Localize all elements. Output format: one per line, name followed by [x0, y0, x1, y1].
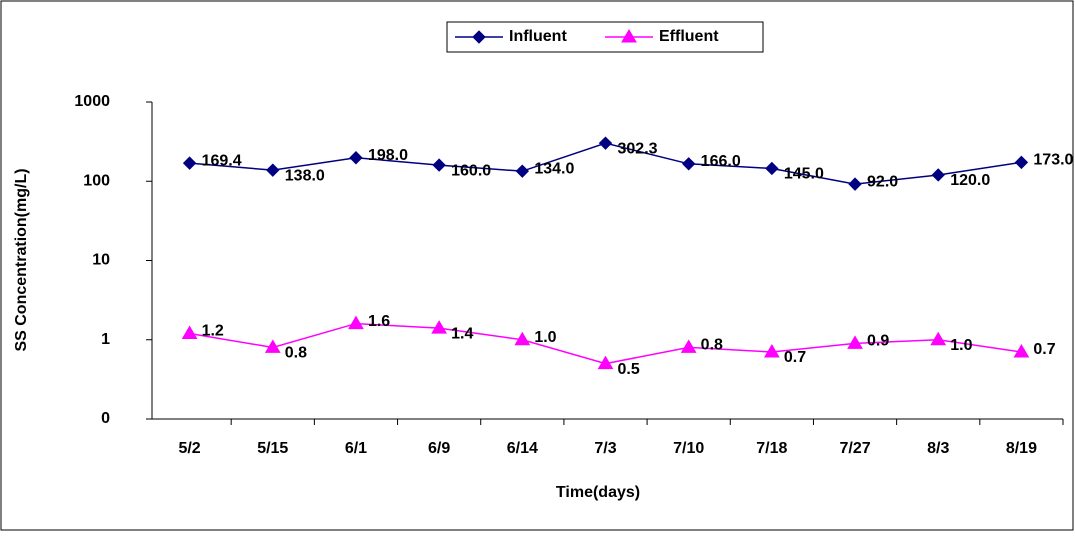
x-tick-label: 7/27 — [839, 440, 870, 457]
marker — [931, 168, 945, 182]
y-tick-label: 10 — [92, 252, 110, 269]
marker — [597, 355, 614, 370]
marker — [680, 339, 697, 353]
data-label: 1.6 — [368, 313, 390, 330]
marker — [348, 315, 364, 330]
marker — [681, 157, 696, 171]
data-label: 0.7 — [784, 349, 806, 366]
marker — [763, 344, 780, 358]
data-label: 198.0 — [368, 147, 408, 164]
legend-label: Effluent — [659, 28, 719, 45]
x-axis-title: Time(days) — [556, 484, 640, 501]
x-tick-label: 7/10 — [673, 440, 704, 457]
x-tick-label: 7/18 — [756, 440, 787, 457]
marker — [1014, 155, 1029, 170]
y-tick-label: 1 — [101, 331, 110, 348]
data-label: 173.0 — [1033, 152, 1073, 169]
x-tick-label: 6/9 — [428, 440, 450, 457]
data-label: 0.5 — [618, 361, 640, 378]
x-tick-label: 8/3 — [927, 440, 949, 457]
data-label: 160.0 — [451, 162, 491, 179]
marker — [514, 331, 531, 346]
marker — [181, 325, 198, 339]
marker — [431, 320, 448, 334]
x-tick-label: 5/15 — [257, 440, 288, 457]
y-tick-label: 100 — [83, 172, 110, 189]
marker — [472, 30, 486, 44]
data-label: 134.0 — [534, 160, 574, 177]
data-label: 0.9 — [867, 333, 889, 350]
marker — [848, 177, 862, 191]
data-label: 0.7 — [1033, 341, 1055, 358]
y-tick-label: 0 — [101, 410, 110, 427]
y-tick-label: 1000 — [74, 93, 110, 110]
marker — [621, 29, 637, 43]
legend: Influent Effluent — [455, 28, 719, 45]
y-axis-title: SS Concentration(mg/L) — [13, 168, 30, 351]
data-label: 1.2 — [202, 323, 224, 340]
marker — [182, 156, 197, 170]
marker — [432, 158, 446, 172]
data-label: 145.0 — [784, 166, 824, 183]
x-tick-label: 5/2 — [178, 440, 200, 457]
data-label: 1.0 — [950, 337, 972, 354]
data-label: 169.4 — [202, 152, 242, 169]
x-tick-label: 7/3 — [594, 440, 616, 457]
data-label: 302.3 — [618, 140, 658, 157]
marker — [765, 161, 779, 176]
marker — [349, 151, 363, 165]
marker — [930, 331, 947, 346]
marker — [1013, 344, 1030, 358]
legend-label: Influent — [509, 28, 567, 45]
marker — [264, 339, 281, 353]
x-tick-label: 6/1 — [345, 440, 367, 457]
marker — [266, 163, 280, 177]
marker — [598, 136, 613, 150]
data-label: 138.0 — [285, 167, 325, 184]
data-label: 1.4 — [451, 325, 473, 342]
x-tick-label: 8/19 — [1006, 440, 1037, 457]
marker — [515, 164, 530, 178]
data-label: 0.8 — [285, 345, 307, 362]
data-label: 92.0 — [867, 173, 898, 190]
marker — [847, 335, 863, 349]
data-label: 1.0 — [534, 329, 556, 346]
data-label: 0.8 — [701, 337, 723, 354]
x-tick-label: 6/14 — [507, 440, 538, 457]
data-label: 120.0 — [950, 172, 990, 189]
data-label: 166.0 — [701, 153, 741, 170]
